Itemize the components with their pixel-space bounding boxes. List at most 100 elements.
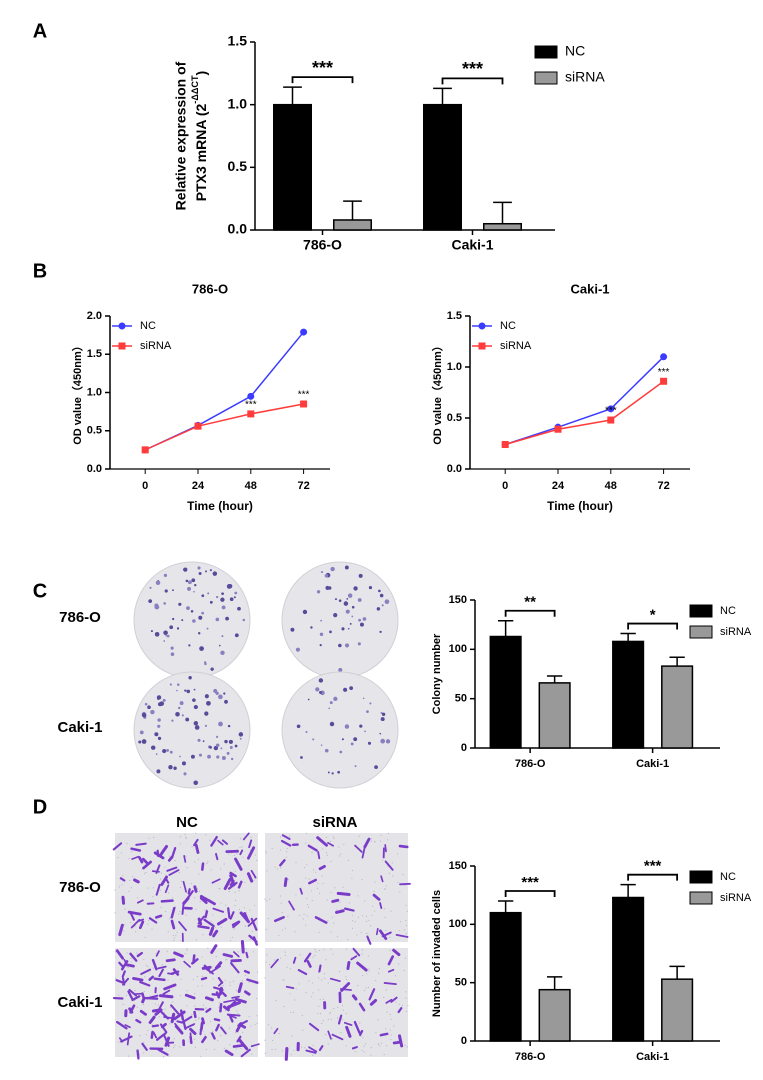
cell (183, 960, 191, 968)
speck (162, 1055, 165, 1058)
speck (195, 832, 197, 834)
speck (318, 950, 321, 952)
speck (228, 853, 230, 855)
cell (246, 872, 254, 883)
speck (292, 1011, 295, 1013)
panel-letter: C (33, 580, 47, 602)
colony (150, 630, 153, 633)
colony (364, 730, 366, 733)
speck (316, 887, 319, 889)
cell (308, 1022, 320, 1032)
speck (281, 929, 284, 931)
cell (317, 850, 321, 860)
cell (385, 998, 393, 1004)
speck (172, 897, 174, 899)
cell (148, 975, 155, 981)
x-tick-label: Caki-1 (451, 237, 493, 253)
colony (199, 646, 204, 651)
speck (231, 936, 233, 939)
speck (206, 862, 208, 865)
cell (284, 1046, 289, 1061)
colony (215, 595, 219, 599)
speck (159, 878, 162, 880)
significance-label: *** (605, 406, 617, 417)
speck (325, 852, 328, 854)
speck (405, 924, 407, 927)
speck (164, 866, 166, 869)
cell (155, 883, 161, 896)
speck (319, 892, 321, 894)
colony (238, 732, 244, 737)
colony (350, 742, 354, 746)
y-tick-label: 100 (449, 643, 467, 655)
speck (244, 881, 246, 884)
speck (312, 869, 315, 871)
speck (163, 1012, 165, 1014)
colony (239, 737, 242, 740)
speck (336, 935, 339, 938)
speck (314, 954, 316, 957)
cell (354, 844, 363, 853)
speck (218, 887, 220, 890)
colony (307, 698, 310, 701)
colony (343, 687, 348, 692)
speck (365, 987, 367, 989)
speck (212, 922, 214, 924)
speck (250, 836, 252, 838)
y-tick-label: 2.0 (87, 310, 102, 322)
speck (351, 914, 353, 917)
speck (385, 885, 388, 887)
speck (139, 1034, 141, 1037)
speck (333, 1008, 335, 1010)
cell (299, 887, 303, 895)
colony (207, 754, 211, 759)
speck (210, 1020, 212, 1022)
speck (201, 956, 203, 958)
speck (381, 859, 383, 861)
cell (152, 1031, 158, 1039)
colony (204, 694, 209, 699)
cell (387, 968, 395, 973)
speck (286, 851, 288, 853)
cell (392, 948, 401, 957)
speck (194, 861, 196, 863)
speck (289, 968, 292, 970)
cell (353, 1020, 361, 1034)
cell (170, 919, 176, 930)
speck (317, 1012, 319, 1015)
speck (342, 1004, 344, 1006)
speck (271, 1048, 273, 1051)
cell (398, 844, 409, 849)
speck (366, 920, 368, 923)
speck (384, 916, 386, 919)
speck (331, 916, 333, 919)
y-tick-label: 100 (449, 918, 467, 930)
colony (170, 652, 175, 656)
error-bar (343, 200, 362, 220)
colony (177, 683, 180, 686)
speck (305, 877, 307, 879)
speck (374, 910, 376, 912)
cell (346, 961, 351, 971)
speck (165, 874, 167, 876)
colony (345, 609, 350, 614)
cell (112, 842, 123, 851)
speck (287, 879, 289, 881)
cell (174, 1022, 183, 1034)
significance-label: *** (312, 58, 333, 78)
speck (186, 867, 188, 869)
speck (143, 990, 145, 993)
speck (404, 957, 407, 959)
colony (333, 613, 338, 618)
speck (323, 948, 325, 950)
colony (344, 643, 350, 648)
speck (375, 979, 377, 982)
speck (178, 871, 180, 874)
cell (337, 1014, 343, 1025)
cell (130, 847, 142, 852)
colony (172, 617, 175, 621)
speck (301, 1046, 303, 1048)
speck (194, 897, 196, 899)
cell (176, 1020, 183, 1024)
speck (228, 891, 230, 893)
